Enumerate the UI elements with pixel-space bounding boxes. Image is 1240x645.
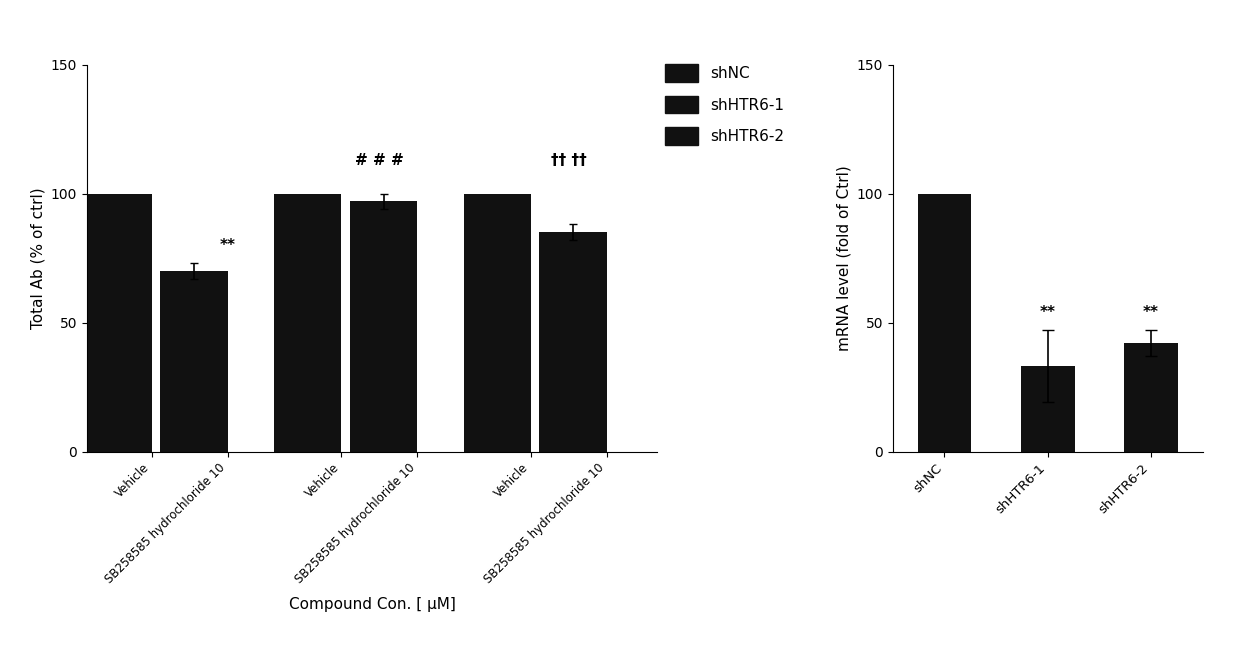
- Bar: [274, 194, 341, 452]
- Bar: [918, 194, 971, 452]
- Bar: [84, 194, 153, 452]
- Text: **: **: [1143, 305, 1159, 320]
- Y-axis label: mRNA level (fold of Ctrl): mRNA level (fold of Ctrl): [836, 165, 851, 351]
- Bar: [160, 271, 228, 452]
- Text: **: **: [1040, 305, 1055, 320]
- Bar: [464, 194, 531, 452]
- Text: **: **: [219, 238, 236, 253]
- Bar: [539, 232, 606, 452]
- Bar: [350, 201, 417, 452]
- Bar: [1125, 343, 1178, 452]
- Text: †† ††: †† ††: [551, 153, 587, 168]
- Text: # # #: # # #: [355, 153, 404, 168]
- Legend: shNC, shHTR6-1, shHTR6-2: shNC, shHTR6-1, shHTR6-2: [665, 64, 785, 145]
- X-axis label: Compound Con. [ μM]: Compound Con. [ μM]: [289, 597, 455, 612]
- Y-axis label: Total Ab (% of ctrl): Total Ab (% of ctrl): [30, 187, 45, 329]
- Bar: [1021, 366, 1075, 451]
